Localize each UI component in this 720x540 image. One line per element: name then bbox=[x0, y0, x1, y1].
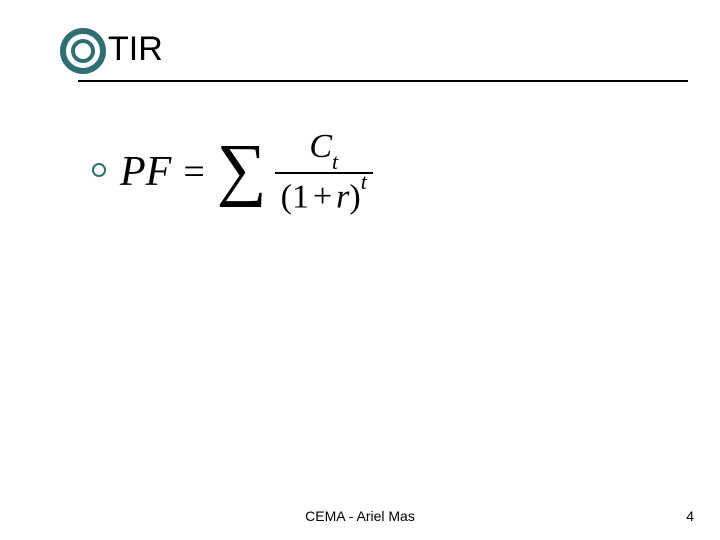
formula-numerator: Ct bbox=[275, 128, 373, 172]
slide: TIR PF = ∑ Ct (1+r)t CEMA - Ariel Mas 4 bbox=[0, 0, 720, 540]
num-sub: t bbox=[332, 149, 338, 174]
formula-lhs: PF bbox=[120, 148, 171, 196]
formula-fraction: Ct (1+r)t bbox=[275, 128, 373, 216]
den-var: r bbox=[336, 178, 349, 215]
num-var: C bbox=[309, 128, 332, 165]
footer-author: CEMA - Ariel Mas bbox=[305, 508, 415, 524]
bullet-icon bbox=[92, 163, 106, 177]
footer-page-number: 4 bbox=[686, 508, 694, 524]
formula-eq: = bbox=[183, 150, 204, 194]
den-sup: t bbox=[361, 169, 367, 194]
den-one: 1 bbox=[292, 178, 309, 215]
formula: PF = ∑ Ct (1+r)t bbox=[120, 128, 373, 216]
den-open: ( bbox=[281, 178, 292, 215]
title-underline bbox=[78, 80, 688, 82]
slide-title: TIR bbox=[108, 30, 163, 69]
den-plus: + bbox=[313, 178, 332, 215]
formula-denominator: (1+r)t bbox=[275, 172, 373, 216]
den-close: ) bbox=[349, 178, 360, 215]
decor-ring-inner bbox=[71, 39, 95, 63]
sigma-icon: ∑ bbox=[217, 135, 267, 205]
